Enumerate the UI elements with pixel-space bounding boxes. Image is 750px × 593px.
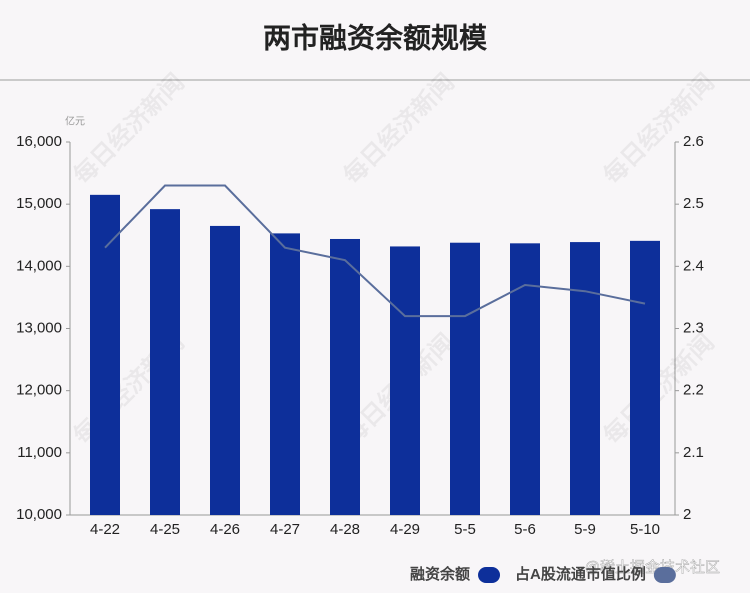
bar	[510, 243, 540, 515]
bar	[270, 233, 300, 515]
legend-label: 占A股流通市值比例	[515, 565, 646, 583]
x-tick-label: 4-26	[210, 521, 240, 538]
y2-tick-label: 2	[683, 506, 691, 523]
bar	[330, 238, 360, 516]
x-tick-label: 5-5	[454, 521, 476, 538]
x-tick-label: 5-10	[630, 521, 660, 538]
x-tick-label: 5-9	[574, 521, 596, 538]
x-tick-label: 4-29	[390, 521, 420, 538]
x-tick-label: 5-6	[514, 521, 536, 538]
bar	[630, 240, 660, 515]
x-tick-label: 4-25	[150, 521, 180, 538]
x-tick-label: 4-28	[330, 521, 360, 538]
y-tick-label: 13,000	[16, 319, 62, 336]
y-unit: 亿元	[65, 115, 85, 128]
legend-label: 融资余额	[410, 565, 470, 583]
credit: @稀土掘金技术社区	[585, 559, 720, 576]
line	[104, 184, 646, 318]
bar	[90, 194, 120, 515]
y2-tick-label: 2.4	[683, 257, 704, 274]
bar	[570, 242, 600, 516]
chart-title: 两市融资余额规模	[263, 21, 488, 53]
y-tick-label: 14,000	[16, 257, 62, 274]
y-tick-label: 11,000	[17, 444, 62, 461]
y2-tick-label: 2.5	[683, 195, 704, 212]
y-tick-label: 10,000	[16, 506, 62, 523]
legend-swatch	[653, 567, 676, 583]
y-tick-label: 15,000	[16, 195, 62, 212]
y2-tick-label: 2.3	[683, 319, 704, 336]
y-tick-label: 16,000	[16, 133, 62, 150]
y2-tick-label: 2.1	[683, 444, 704, 461]
x-tick-label: 4-27	[270, 521, 300, 538]
bar	[150, 209, 180, 515]
legend-swatch	[478, 567, 501, 583]
bar	[390, 246, 420, 515]
y-tick-label: 12,000	[16, 382, 62, 399]
bar	[450, 242, 480, 515]
bar	[210, 225, 240, 516]
y2-tick-label: 2.2	[683, 382, 704, 399]
x-tick-label: 4-22	[90, 521, 120, 538]
y2-tick-label: 2.6	[683, 133, 704, 150]
